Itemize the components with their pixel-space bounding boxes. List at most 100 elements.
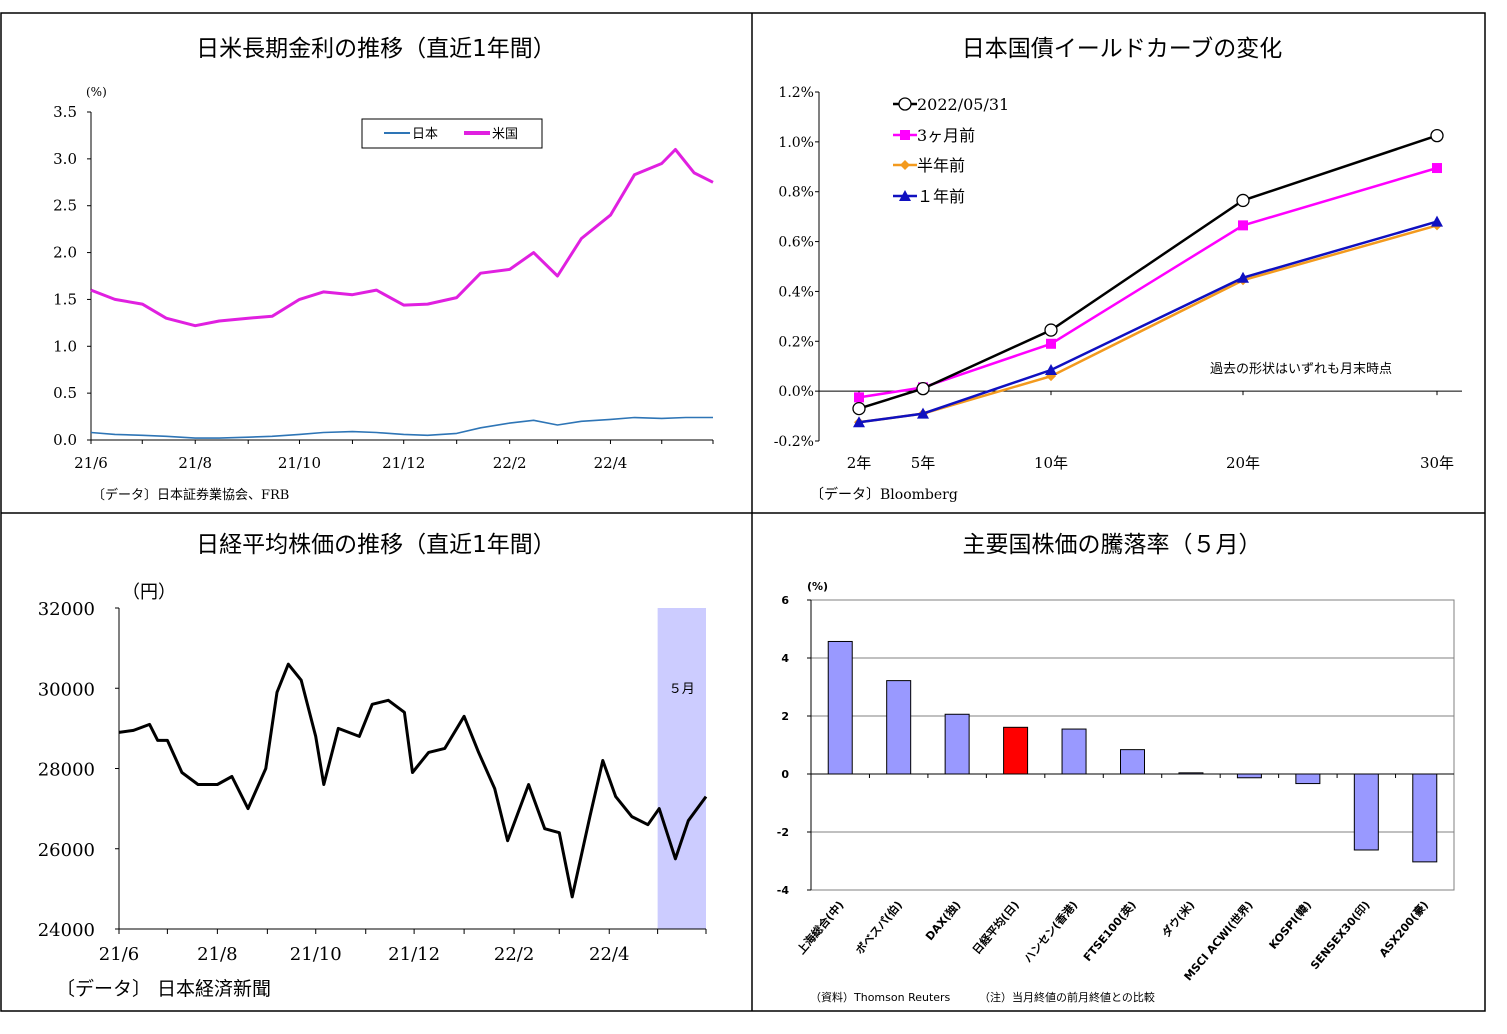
data-source: 〔データ〕日本証券業協会、FRB <box>92 487 289 503</box>
series-japan <box>90 416 713 439</box>
x-tick-label: 21/8 <box>197 944 237 965</box>
data-point <box>853 416 865 428</box>
y-tick-label: 0.0% <box>778 384 814 400</box>
y-tick-label: 2 <box>781 710 789 723</box>
x-tick-label: 22/4 <box>589 944 629 965</box>
data-point <box>852 401 866 416</box>
bar <box>1295 773 1321 785</box>
series-line <box>858 220 1438 424</box>
chart-title: 日経平均株価の推移（直近1年間） <box>196 532 556 558</box>
x-tick-label: KOSPI(韓) <box>1266 898 1314 952</box>
x-tick-label: 2年 <box>847 454 872 472</box>
y-tick-label: 28000 <box>38 760 95 781</box>
data-point <box>1238 220 1248 231</box>
legend-label: 2022/05/31 <box>917 95 1009 114</box>
data-point <box>1044 323 1058 337</box>
data-point <box>1237 271 1249 283</box>
x-tick-label: 10年 <box>1034 454 1068 472</box>
may-highlight-band <box>657 608 706 929</box>
y-tick-label: 0.2% <box>778 334 814 350</box>
data-point <box>1430 128 1444 143</box>
bar <box>1003 726 1029 775</box>
y-tick-label: 0.4% <box>778 284 814 300</box>
series-us <box>90 148 714 328</box>
nikkei-chart: 日経平均株価の推移（直近1年間） （円） ５月 24000 26000 28000 3… <box>38 532 708 1000</box>
y-tick-label: 0.8% <box>778 185 814 201</box>
x-tick-label: 30年 <box>1420 454 1454 472</box>
y-tick-label: 1.0% <box>778 135 814 151</box>
data-point <box>1236 193 1250 208</box>
legend-marker <box>900 130 910 140</box>
y-tick-label: 6 <box>781 594 789 607</box>
legend: 日本 米国 <box>361 118 543 149</box>
legend-marker <box>900 160 910 170</box>
legend-us: 米国 <box>492 127 518 142</box>
y-tick-label: 2.0 <box>53 244 77 262</box>
data-point <box>1045 363 1057 375</box>
y-tick-label: 3.5 <box>53 103 77 121</box>
y-tick-label: 1.5 <box>53 290 77 308</box>
x-tick-label: ボベスパ(伯) <box>852 898 905 957</box>
x-tick-label: 22/4 <box>594 454 628 472</box>
y-tick-label: 1.0 <box>53 337 77 355</box>
jp-us-yield-chart: 日米長期金利の推移（直近1年間） (%) 0.0 0.5 1.0 1.5 2.0 2.5 3… <box>53 36 714 503</box>
y-unit-label: （円） <box>122 582 176 603</box>
y-tick-label: -0.2% <box>774 434 814 450</box>
may-highlight-label: ５月 <box>669 682 695 697</box>
x-tick-label: 21/12 <box>388 944 440 965</box>
x-tick-label: DAX(独) <box>922 898 963 943</box>
y-tick-label: 0.0 <box>53 431 77 449</box>
y-tick-label: 0.6% <box>778 235 814 251</box>
y-tick-label: -4 <box>777 884 790 897</box>
legend-japan: 日本 <box>412 127 438 142</box>
x-tick-label: 20年 <box>1226 454 1260 472</box>
data-point <box>1046 338 1056 349</box>
data-point <box>854 392 864 403</box>
series-1y-ago <box>853 215 1443 428</box>
y-tick-label: -2 <box>777 826 789 839</box>
bar <box>1412 773 1438 863</box>
y-unit-label: (%) <box>807 580 828 593</box>
data-source: 〔データ〕Bloomberg <box>810 486 958 503</box>
y-tick-label: 24000 <box>38 920 95 941</box>
note: 過去の形状はいずれも月末時点 <box>1210 362 1392 377</box>
bar <box>1061 728 1087 775</box>
chart-title: 日米長期金利の推移（直近1年間） <box>196 36 556 62</box>
x-tick-label: FTSE100(英) <box>1080 898 1139 964</box>
chart-title: 日本国債イールドカーブの変化 <box>962 36 1283 62</box>
legend-label: 半年前 <box>917 156 965 175</box>
y-tick-label: 0 <box>781 768 789 781</box>
series-nikkei <box>118 662 708 899</box>
y-tick-label: 30000 <box>38 679 95 700</box>
jgb-yield-curve-chart: 日本国債イールドカーブの変化 -0.2% 0.0% 0.2% 0.4% 0.6% 0.8%… <box>774 36 1462 503</box>
x-tick-label: ASX200(豪) <box>1376 898 1431 960</box>
x-tick-label: 日経平均(日) <box>969 898 1022 957</box>
legend-marker <box>899 190 911 201</box>
x-tick-label: 21/8 <box>178 454 212 472</box>
data-point <box>917 407 929 419</box>
bar <box>827 640 853 775</box>
x-tick-label: 上海総合(中) <box>794 898 847 957</box>
bar <box>1120 749 1145 775</box>
x-tick-label: ハンセン(香港) <box>1021 898 1081 965</box>
chart-title: 主要国株価の騰落率（５月） <box>963 532 1262 558</box>
data-point <box>1431 215 1443 227</box>
y-tick-label: 4 <box>781 652 789 665</box>
x-tick-label: 21/12 <box>382 454 425 472</box>
bar <box>944 713 970 775</box>
footnote: （注）当月終値の前月終値との比較 <box>979 990 1155 1004</box>
x-tick-label: ダウ(米) <box>1159 898 1197 940</box>
y-tick-label: 26000 <box>38 840 95 861</box>
x-tick-label: 22/2 <box>493 454 527 472</box>
y-tick-label: 0.5 <box>53 384 77 402</box>
y-tick-label: 2.5 <box>53 197 77 215</box>
bar <box>1236 773 1262 779</box>
x-tick-label: 21/6 <box>99 944 139 965</box>
y-tick-label: 1.2% <box>778 85 814 101</box>
data-point <box>1432 163 1442 174</box>
x-tick-label: 21/10 <box>290 944 342 965</box>
data-source: （資料）Thomson Reuters <box>810 990 951 1004</box>
y-tick-label: 3.0 <box>53 150 77 168</box>
bar <box>1353 773 1379 851</box>
legend-label: １年前 <box>917 187 965 206</box>
